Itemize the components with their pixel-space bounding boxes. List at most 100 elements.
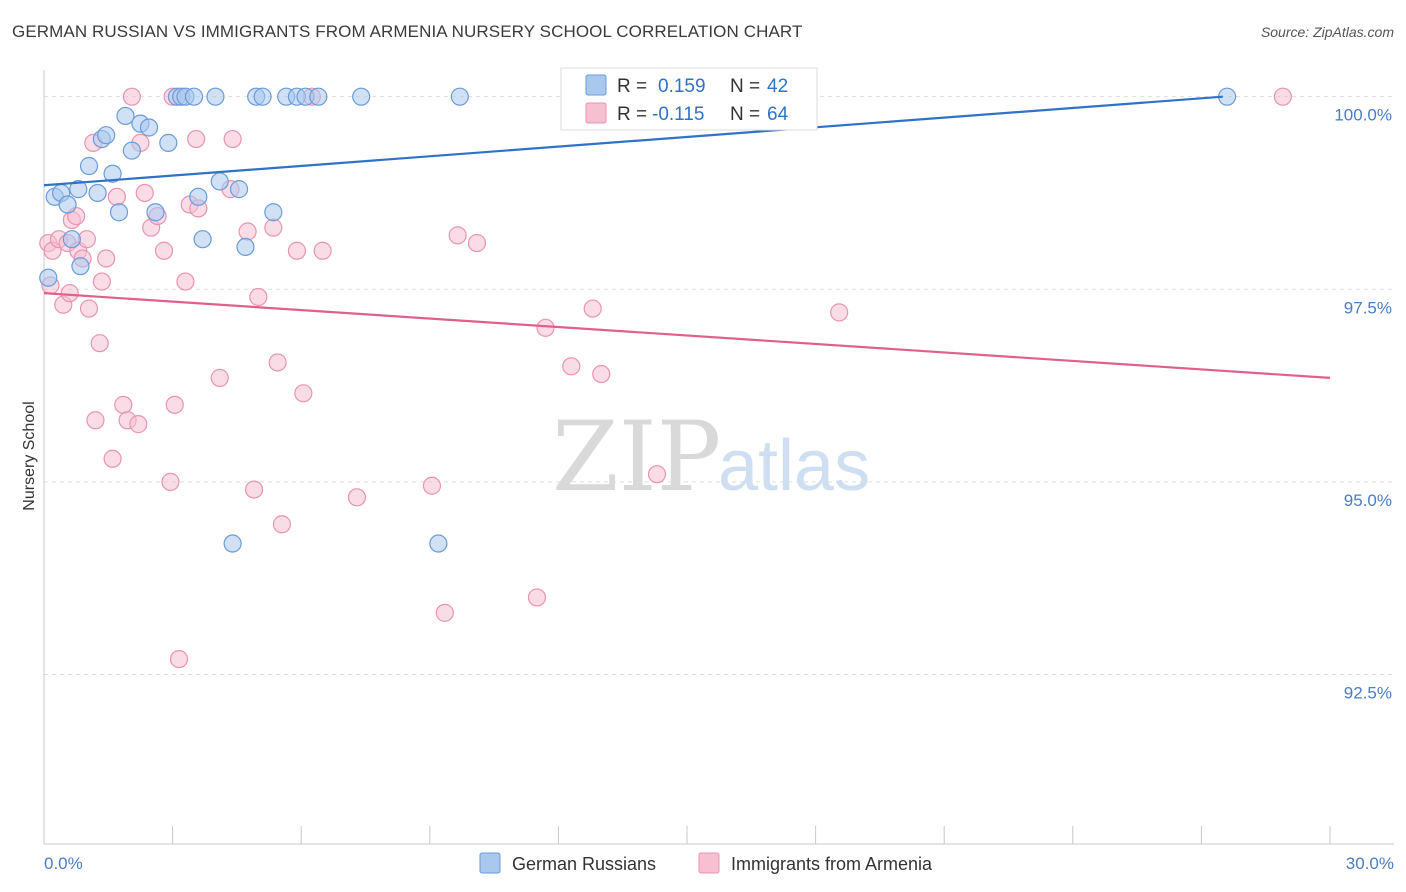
german-russian-point: [97, 126, 116, 145]
armenia-point: [448, 226, 467, 245]
armenia-point: [135, 183, 154, 203]
stats-r-value-blue: 0.159: [658, 76, 706, 97]
armenia-point: [249, 287, 268, 307]
german-russian-point: [116, 106, 135, 126]
german-russian-point: [69, 180, 88, 199]
armenia-point: [422, 476, 442, 495]
armenia-point: [268, 353, 287, 372]
armenia-point: [187, 129, 206, 149]
source-credit: Source: ZipAtlas.com: [1260, 24, 1394, 40]
german-russian-point: [352, 87, 371, 106]
trend-line-immigrants-from-armenia: [43, 292, 1331, 379]
legend-label-german-russians: German Russians: [512, 854, 656, 874]
german-russian-point: [103, 164, 122, 183]
armenia-point: [114, 395, 133, 414]
armenia-point: [536, 318, 555, 337]
german-russian-point: [189, 187, 208, 206]
german-russian-point: [229, 180, 249, 199]
armenia-point: [122, 87, 141, 106]
armenia-point: [467, 233, 487, 253]
y-axis-tick-labels: 100.0% 97.5% 95.0% 92.5%: [1334, 106, 1392, 703]
armenia-point: [562, 357, 581, 376]
stats-r-label-blue: R =: [617, 76, 647, 97]
series-german-russians: [39, 87, 1237, 553]
armenia-point: [435, 603, 454, 622]
german-russian-point: [210, 172, 229, 191]
series-immigrants-from-armenia: [39, 87, 1292, 669]
german-russian-point: [253, 87, 272, 106]
armenia-point: [244, 480, 264, 499]
gridlines: [44, 96, 1394, 676]
armenia-point: [86, 411, 105, 430]
stats-swatch-pink: [585, 102, 607, 124]
german-russian-point: [309, 87, 328, 106]
german-russian-point: [159, 133, 178, 152]
armenia-point: [169, 649, 189, 669]
armenia-point: [1273, 87, 1292, 106]
armenia-point: [647, 465, 667, 484]
legend-swatch-german-russians: [479, 852, 501, 874]
armenia-point: [90, 334, 109, 353]
y-tick-label: 92.5%: [1344, 684, 1392, 703]
armenia-point: [165, 395, 184, 414]
y-axis-label: Nursery School: [21, 401, 38, 510]
armenia-point: [129, 415, 148, 434]
german-russian-point: [71, 257, 90, 276]
armenia-point: [592, 364, 611, 384]
armenia-point: [527, 588, 547, 607]
armenia-point: [60, 284, 79, 303]
german-russian-point: [206, 87, 225, 106]
german-russian-point: [109, 203, 129, 222]
german-russian-point: [193, 230, 212, 249]
armenia-point: [830, 303, 849, 322]
german-russian-point: [184, 87, 204, 106]
watermark-atlas: atlas: [718, 426, 870, 506]
x-tick-label-min: 0.0%: [44, 854, 83, 873]
armenia-point: [287, 241, 307, 260]
armenia-point: [97, 249, 116, 268]
german-russian-point: [146, 203, 165, 222]
stats-n-label-blue: N =: [730, 76, 760, 97]
german-russian-point: [88, 183, 107, 203]
german-russian-point: [79, 156, 99, 176]
x-tick-label-max: 30.0%: [1346, 854, 1394, 873]
stats-r-value-pink: -0.115: [652, 104, 704, 125]
armenia-point: [79, 299, 99, 318]
german-russian-point: [264, 203, 283, 222]
armenia-point: [210, 368, 229, 387]
y-tick-label: 100.0%: [1334, 106, 1392, 125]
armenia-point: [103, 449, 122, 468]
stats-legend: R = 0.159 N = 42 R = -0.115 N = 64: [560, 67, 818, 131]
chart-title: GERMAN RUSSIAN VS IMMIGRANTS FROM ARMENI…: [12, 22, 803, 41]
german-russian-point: [39, 268, 58, 287]
german-russian-point: [223, 534, 242, 553]
armenia-point: [313, 241, 332, 260]
german-russian-point: [58, 195, 77, 214]
watermark-zip: ZIP: [552, 401, 721, 513]
stats-r-label-pink: R =: [617, 104, 647, 125]
german-russian-point: [429, 534, 448, 553]
german-russian-point: [139, 118, 159, 137]
german-russian-point: [236, 237, 255, 257]
armenia-point: [92, 272, 111, 291]
y-tick-label: 97.5%: [1344, 298, 1392, 317]
x-axis-ticks: [43, 826, 1331, 844]
stats-n-label-pink: N =: [730, 104, 760, 125]
armenia-point: [154, 241, 174, 260]
german-russian-point: [62, 230, 81, 249]
german-russian-point: [450, 87, 469, 106]
armenia-point: [107, 187, 126, 206]
trend-line-german-russians: [43, 95, 1223, 187]
stats-swatch-blue: [585, 74, 607, 96]
armenia-point: [583, 299, 602, 318]
armenia-point: [176, 272, 195, 291]
armenia-point: [347, 488, 367, 507]
series-legend: German Russians Immigrants from Armenia: [479, 852, 933, 874]
armenia-point: [264, 218, 283, 237]
armenia-point: [294, 384, 313, 403]
armenia-point: [238, 222, 257, 241]
trend-lines: [43, 95, 1331, 379]
armenia-point: [223, 129, 242, 149]
stats-n-value-blue: 42: [767, 76, 788, 97]
